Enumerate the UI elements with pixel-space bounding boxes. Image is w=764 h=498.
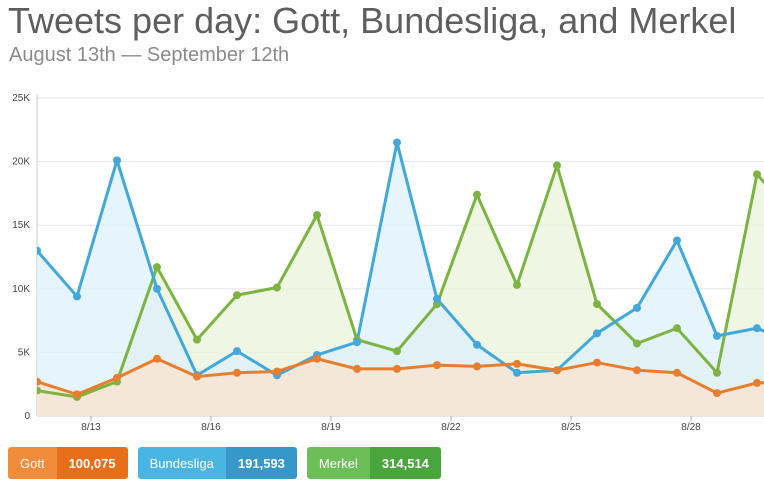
legend-total: 314,514 xyxy=(369,447,441,479)
data-point-merkel xyxy=(153,263,161,272)
x-tick-label: 8/28 xyxy=(681,422,701,433)
data-point-bundesliga xyxy=(513,368,521,377)
data-point-gott xyxy=(153,354,161,363)
data-point-gott xyxy=(553,366,561,375)
data-point-merkel xyxy=(713,368,721,377)
data-point-gott xyxy=(473,362,481,371)
legend: Gott 100,075 Bundesliga 191,593 Merkel 3… xyxy=(8,447,441,479)
data-point-gott xyxy=(393,364,401,373)
data-point-bundesliga xyxy=(233,347,241,356)
data-point-bundesliga xyxy=(73,292,81,301)
data-point-bundesliga xyxy=(153,284,161,293)
data-point-bundesliga xyxy=(37,246,41,255)
data-point-bundesliga xyxy=(593,329,601,338)
data-point-merkel xyxy=(513,280,521,289)
data-point-gott xyxy=(73,390,81,399)
series-area-gott xyxy=(37,358,764,416)
data-point-gott xyxy=(313,354,321,363)
data-point-merkel xyxy=(473,190,481,199)
data-point-merkel xyxy=(193,335,201,344)
legend-label: Bundesliga xyxy=(137,447,226,479)
data-point-gott xyxy=(273,367,281,376)
x-tick-label: 8/22 xyxy=(441,422,461,433)
data-point-merkel xyxy=(633,339,641,348)
legend-item-gott[interactable]: Gott 100,075 xyxy=(8,447,128,479)
x-tick-label: 8/25 xyxy=(561,422,581,433)
data-point-bundesliga xyxy=(673,236,681,245)
page-subtitle: August 13th — September 12th xyxy=(9,44,290,66)
page-title: Tweets per day: Gott, Bundesliga, and Me… xyxy=(8,0,737,41)
data-point-gott xyxy=(673,368,681,377)
data-point-bundesliga xyxy=(753,324,761,333)
x-tick-label: 8/16 xyxy=(201,422,221,433)
data-point-bundesliga xyxy=(473,340,481,349)
y-tick-label: 15K xyxy=(12,220,30,231)
data-point-gott xyxy=(233,368,241,377)
y-tick-label: 10K xyxy=(12,284,30,295)
data-point-merkel xyxy=(593,300,601,309)
x-tick-label: 8/19 xyxy=(321,422,341,433)
data-point-gott xyxy=(513,359,521,368)
legend-item-bundesliga[interactable]: Bundesliga 191,593 xyxy=(137,447,297,479)
tweets-area-chart: 05K10K15K20K25K8/138/168/198/228/258/288… xyxy=(12,93,764,433)
y-tick-label: 5K xyxy=(18,347,31,358)
data-point-bundesliga xyxy=(353,338,361,347)
legend-total: 191,593 xyxy=(225,447,297,479)
data-point-gott xyxy=(593,358,601,367)
data-point-gott xyxy=(753,378,761,387)
data-point-merkel xyxy=(553,161,561,170)
data-point-bundesliga xyxy=(713,331,721,340)
data-point-gott xyxy=(113,373,121,382)
data-point-merkel xyxy=(37,386,41,395)
data-point-gott xyxy=(193,372,201,381)
y-tick-label: 0 xyxy=(24,411,30,422)
data-point-bundesliga xyxy=(633,303,641,312)
plot-area xyxy=(37,138,764,416)
y-tick-label: 25K xyxy=(12,93,30,104)
data-point-merkel xyxy=(393,347,401,356)
data-point-gott xyxy=(433,361,441,370)
legend-item-merkel[interactable]: Merkel 314,514 xyxy=(306,447,441,479)
data-point-gott xyxy=(37,377,41,386)
data-point-gott xyxy=(353,364,361,373)
x-tick-label: 8/13 xyxy=(81,422,101,433)
legend-total: 100,075 xyxy=(56,447,128,479)
data-point-bundesliga xyxy=(393,138,401,147)
legend-label: Merkel xyxy=(306,447,370,479)
legend-label: Gott xyxy=(8,447,57,479)
y-tick-label: 20K xyxy=(12,157,30,168)
data-point-merkel xyxy=(313,211,321,220)
data-point-merkel xyxy=(273,283,281,292)
data-point-gott xyxy=(713,389,721,398)
data-point-bundesliga xyxy=(113,156,121,165)
data-point-merkel xyxy=(753,170,761,179)
data-point-merkel xyxy=(673,324,681,333)
data-point-gott xyxy=(633,366,641,375)
data-point-bundesliga xyxy=(433,294,441,303)
data-point-merkel xyxy=(233,291,241,300)
